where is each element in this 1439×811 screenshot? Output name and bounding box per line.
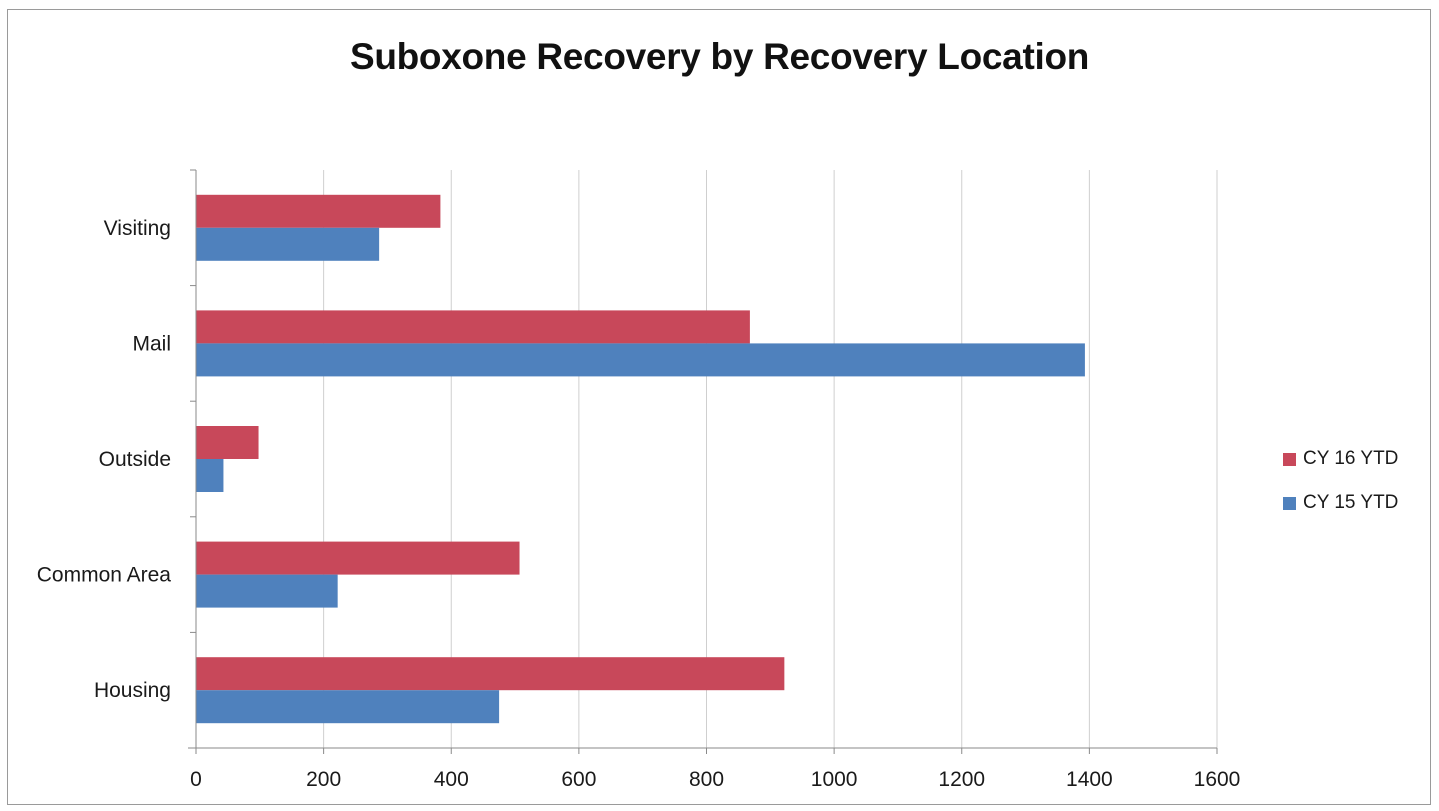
tick-labels: 0 200 400 600 800 1000 1200 1400 1600 Visiting Mai…	[37, 217, 1241, 791]
gridlines	[323, 170, 1218, 748]
bar-visiting-cy-15-ytd	[196, 227, 380, 261]
bar-outside-cy-16-ytd	[196, 426, 259, 459]
legend-item: CY 15 YTD	[1283, 491, 1398, 515]
bar-housing-cy-16-ytd	[196, 657, 785, 691]
x-tick-label: 0	[190, 768, 202, 791]
bar-outside-cy-15-ytd	[196, 459, 224, 492]
x-tick-label: 1400	[1066, 768, 1113, 791]
y-category-label: Visiting	[104, 217, 171, 240]
x-tick-label: 600	[561, 768, 596, 791]
x-tick-label: 1200	[938, 768, 985, 791]
y-category-label: Outside	[99, 448, 171, 471]
legend-swatch	[1283, 496, 1296, 510]
x-tick-label: 1600	[1194, 768, 1241, 791]
bar-housing-cy-15-ytd	[196, 690, 500, 724]
y-category-label: Common Area	[37, 564, 172, 587]
bar-visiting-cy-16-ytd	[196, 194, 441, 228]
x-tick-label: 800	[689, 768, 724, 791]
bars	[196, 194, 1085, 724]
y-category-label: Housing	[94, 679, 171, 702]
x-tick-label: 400	[434, 768, 469, 791]
chart-title: Suboxone Recovery by Recovery Location	[349, 36, 1090, 77]
x-tick-label: 200	[306, 768, 341, 791]
bar-common-area-cy-16-ytd	[196, 541, 520, 575]
legend-label: CY 16 YTD	[1303, 448, 1399, 469]
x-tick-label: 1000	[811, 768, 858, 791]
legend: CY 16 YTD CY 15 YTD	[1283, 447, 1398, 535]
y-category-label: Mail	[132, 332, 171, 355]
bar-mail-cy-16-ytd	[196, 310, 750, 344]
bar-mail-cy-15-ytd	[196, 343, 1085, 377]
legend-label: CY 15 YTD	[1303, 492, 1399, 513]
legend-item: CY 16 YTD	[1283, 447, 1398, 471]
bar-common-area-cy-15-ytd	[196, 574, 338, 608]
legend-swatch	[1283, 452, 1296, 466]
axes	[188, 169, 1218, 754]
